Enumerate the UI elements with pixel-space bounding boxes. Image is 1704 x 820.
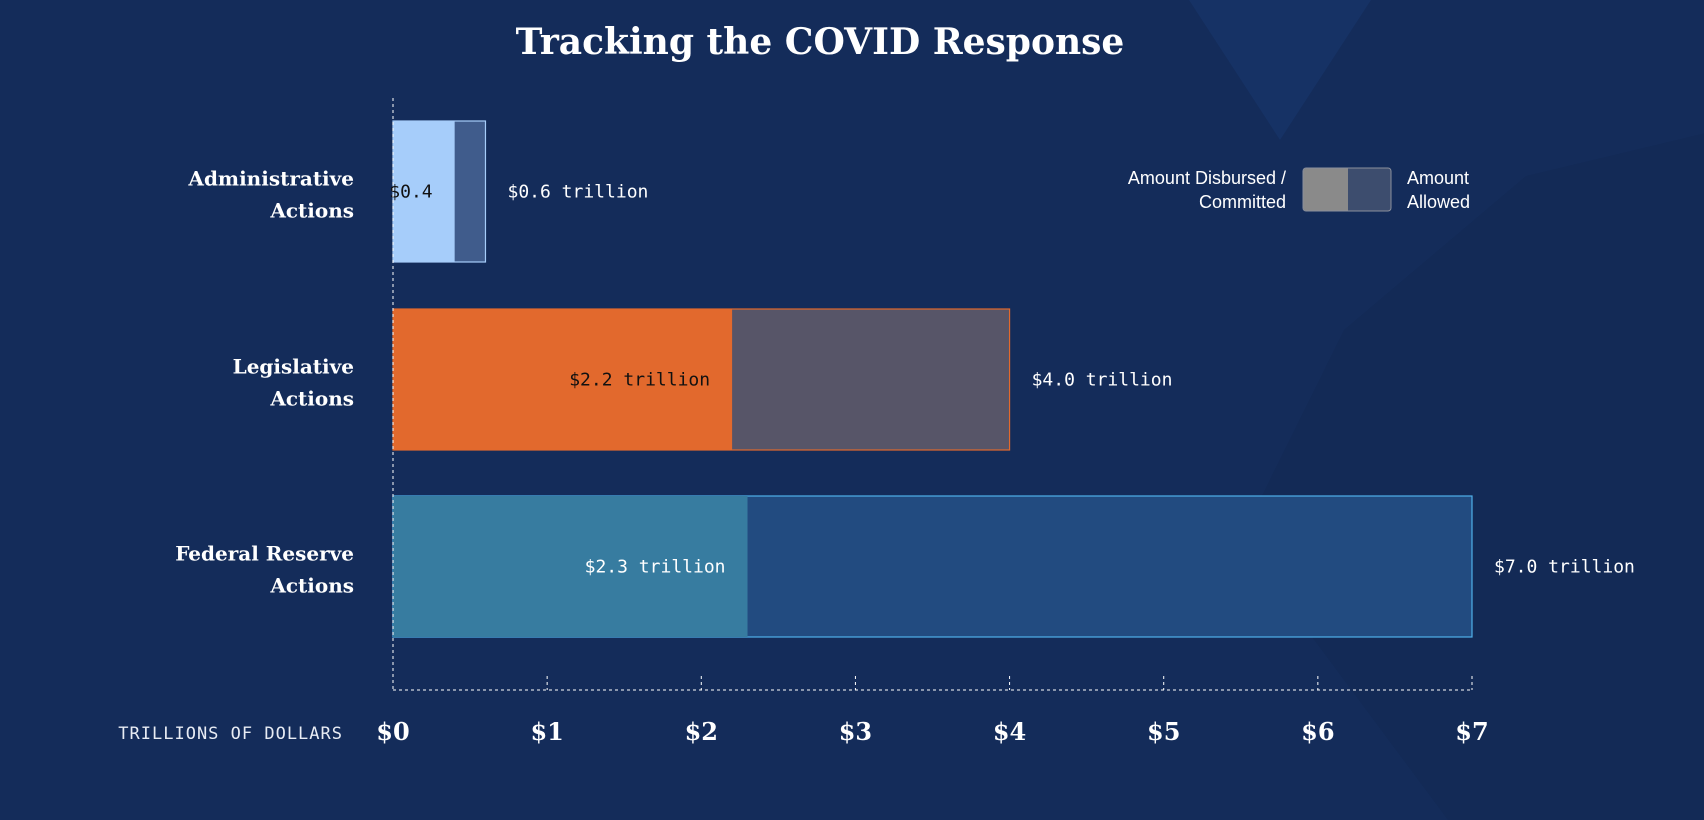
bar-disbursed-label: $2.2 trillion <box>569 370 710 391</box>
bar-disbursed <box>393 309 733 450</box>
legend-swatch-disbursed <box>1303 168 1348 211</box>
x-tick-label: $1 <box>530 717 563 746</box>
x-tick-label: $7 <box>1455 717 1488 746</box>
category-label: Legislative Actions <box>233 355 354 411</box>
x-tick-label: $6 <box>1301 717 1334 746</box>
legend-label-allowed: Amount Allowed <box>1407 168 1470 212</box>
bar-chart: Tracking the COVID Response Amount Disbu… <box>118 21 1635 746</box>
category-label: Federal Reserve Actions <box>175 542 354 598</box>
bar-disbursed <box>393 496 748 637</box>
bar-allowed-label: $0.6 trillion <box>507 182 648 203</box>
bars-group: Administrative Actions $0.4 $0.6 trillion Le… <box>175 120 1635 638</box>
x-tick-label: $2 <box>685 717 718 746</box>
category-label: Administrative Actions <box>187 167 354 223</box>
legend-label-disbursed: Amount Disbursed / Committed <box>1128 168 1286 212</box>
x-tick-label: $3 <box>839 717 872 746</box>
bar-allowed-label: $7.0 trillion <box>1494 557 1635 578</box>
bar-disbursed-label: $0.4 <box>389 182 432 203</box>
x-axis-title: TRILLIONS OF DOLLARS <box>118 724 343 744</box>
bar-disbursed-label: $2.3 trillion <box>585 557 726 578</box>
bar-disbursed <box>393 121 455 262</box>
x-tick-label: $4 <box>993 717 1026 746</box>
x-axis: $0 $1 $2 $3 $4 $5 $6 $7 <box>376 98 1489 746</box>
chart-title: Tracking the COVID Response <box>516 21 1125 63</box>
x-tick-label: $5 <box>1147 717 1180 746</box>
x-tick-label: $0 <box>376 717 409 746</box>
legend: Amount Disbursed / Committed Amount Allowed <box>1128 167 1470 212</box>
bar-allowed-label: $4.0 trillion <box>1032 370 1173 391</box>
